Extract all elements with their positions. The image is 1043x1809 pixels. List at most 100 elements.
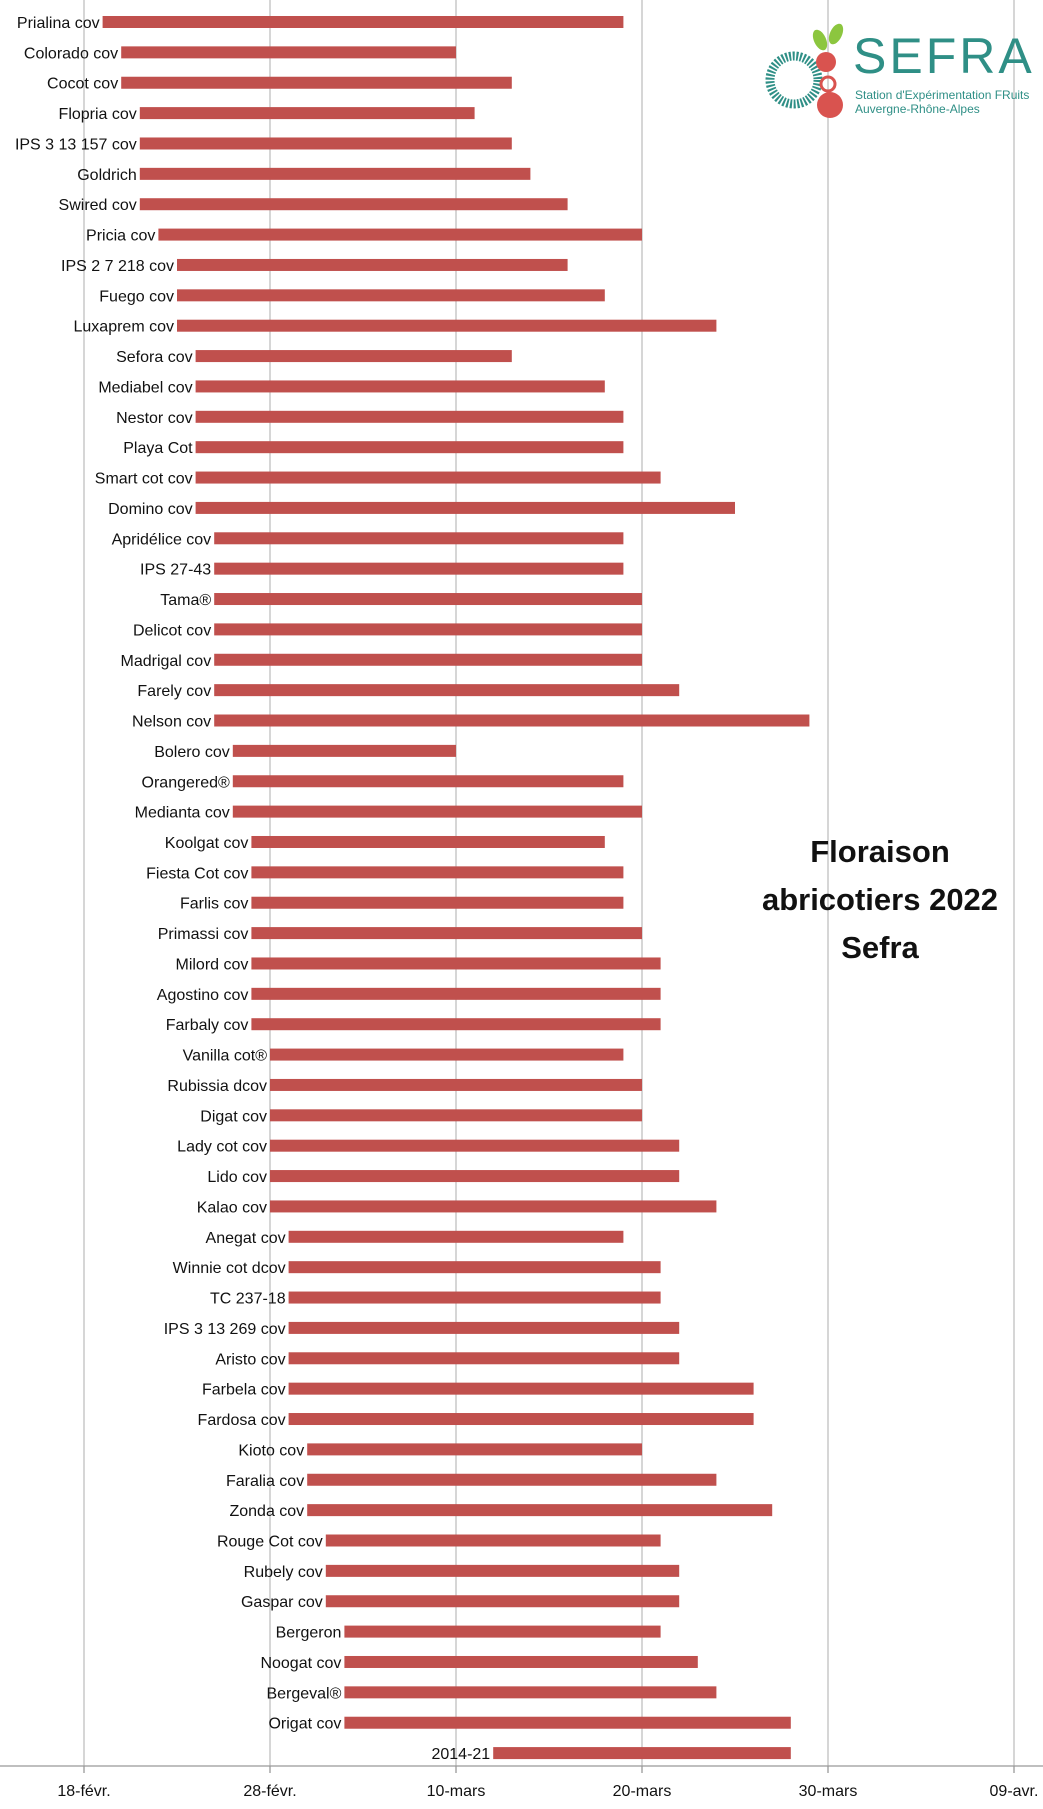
bar [307,1443,642,1456]
bar [251,927,642,940]
bar [195,350,512,363]
bar [288,1230,624,1243]
category-label: Madrigal cov [120,653,211,670]
bar [232,775,624,788]
category-label: Faralia cov [226,1473,304,1490]
category-label: Fuego cov [99,288,174,305]
bar [251,987,661,1000]
bar [493,1747,791,1760]
bar [288,1261,661,1274]
category-label: Noogat cov [260,1655,341,1672]
category-label: Pricia cov [86,228,155,245]
category-label: Farely cov [137,683,211,700]
category-label: Nelson cov [132,714,211,731]
category-label: Playa Cot [123,440,193,457]
category-label: Gaspar cov [241,1594,323,1611]
bars [102,16,810,1760]
bar [177,258,568,271]
bar [214,684,680,697]
bar [251,896,624,909]
bar [214,593,642,606]
bar [158,228,642,241]
bar [139,167,531,180]
category-label: Fiesta Cot cov [146,865,248,882]
category-label: Vanilla cot® [183,1048,268,1065]
bar [121,76,512,89]
category-label: Fardosa cov [198,1412,286,1429]
category-label: Mediabel cov [98,379,192,396]
bar [270,1170,680,1183]
bar [214,562,624,575]
bar [121,46,456,59]
bar [344,1686,717,1699]
bar [139,137,512,150]
bar [344,1655,698,1668]
bar [177,289,605,302]
category-label: Tama® [160,592,211,609]
bar [214,653,642,666]
bar [214,714,810,727]
category-label: Digat cov [200,1108,267,1125]
bar [195,501,736,514]
category-label: Luxaprem cov [74,319,175,336]
category-label: Bolero cov [154,744,230,761]
bar [288,1352,680,1365]
category-label: IPS 27-43 [140,562,211,579]
category-label: Swired cov [59,197,137,214]
category-label: Sefora cov [116,349,192,366]
sefra-logo-mark-icon [765,23,844,118]
category-label: IPS 3 13 157 cov [15,136,137,153]
bar [325,1595,680,1608]
category-label: Koolgat cov [165,835,249,852]
bar [288,1321,680,1334]
category-label: Cocot cov [47,76,118,93]
bar [288,1291,661,1304]
category-label: Flopria cov [59,106,137,123]
bar [288,1382,754,1395]
bar [251,866,624,879]
bar [270,1048,624,1061]
chart-title-line: Floraison [810,834,950,869]
logo-subtitle: Auvergne-Rhône-Alpes [855,102,980,116]
category-label: Apridélice cov [112,531,212,548]
category-label: Agostino cov [157,987,249,1004]
category-label: Orangered® [142,774,230,791]
category-label: Smart cot cov [95,471,193,488]
bar [195,380,605,393]
bar [325,1564,680,1577]
x-tick-label: 30-mars [799,1783,858,1800]
bar [214,532,624,545]
bar [177,319,717,332]
category-label: Winnie cot dcov [173,1260,286,1277]
category-label: Anegat cov [206,1230,286,1247]
category-label: Rouge Cot cov [217,1534,323,1551]
bar [139,107,475,120]
x-axis: 18-févr. 28-févr. 10-mars 20-mars 30-mars 09-… [0,1765,1043,1800]
category-label: Domino cov [108,501,192,518]
bar [344,1716,791,1729]
logo-name: SEFRA [853,28,1035,84]
bar [270,1200,717,1213]
category-label: Zonda cov [229,1503,304,1520]
bar [344,1625,661,1638]
chart-title: Floraison abricotiers 2022 Sefra [760,828,1000,972]
x-tick-label: 18-févr. [57,1783,110,1800]
category-label: Lido cov [207,1169,267,1186]
bar [307,1504,773,1517]
category-label: Primassi cov [158,926,249,943]
x-tick-label: 09-avr. [990,1783,1039,1800]
category-label: Goldrich [77,167,137,184]
category-label: Milord cov [175,956,248,973]
bar [251,835,605,848]
category-label: Prialina cov [17,15,100,32]
category-label: Rubely cov [244,1564,323,1581]
bar [214,623,642,636]
category-label: IPS 3 13 269 cov [164,1321,286,1338]
bar [195,441,624,454]
category-label: Bergeval® [266,1685,341,1702]
bar [102,16,624,28]
category-label: Bergeron [276,1625,342,1642]
x-tick-label: 10-mars [427,1783,486,1800]
